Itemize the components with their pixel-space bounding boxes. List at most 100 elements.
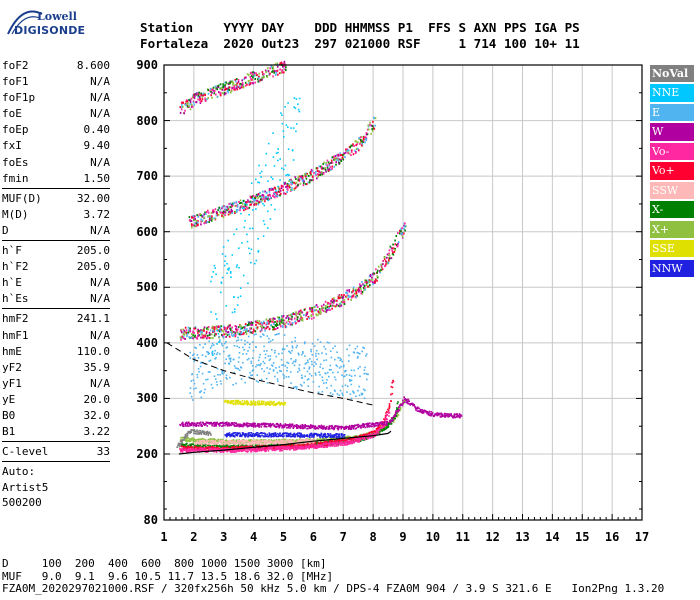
- param-name: yE: [2, 392, 16, 406]
- data-point-W: [249, 424, 252, 427]
- data-point-4F: [284, 68, 286, 71]
- data-point-2F: [328, 307, 330, 310]
- data-point-3F: [231, 212, 233, 214]
- data-point-3F: [237, 203, 239, 206]
- data-point-X+: [203, 438, 205, 441]
- data-point-W: [383, 423, 385, 426]
- data-point-2F: [200, 329, 202, 332]
- data-point-W: [368, 426, 370, 428]
- data-point-2F: [233, 330, 235, 333]
- data-point-3F: [316, 169, 319, 172]
- data-point-3F: [255, 194, 258, 197]
- data-point-X+: [312, 439, 314, 441]
- param-name: foF1p: [2, 91, 36, 105]
- data-point-X+: [344, 436, 347, 438]
- data-point-W: [186, 421, 188, 424]
- data-point-X+: [179, 439, 182, 441]
- data-point-Vo-: [191, 449, 194, 451]
- data-point-2F: [208, 334, 211, 337]
- data-point-Vo+: [287, 445, 289, 447]
- data-point-2F: [194, 327, 196, 330]
- data-point-Vo-: [205, 451, 207, 453]
- data-point-Vo-: [254, 449, 256, 451]
- data-point-Vo-: [241, 450, 244, 452]
- data-point-4F: [267, 70, 270, 73]
- data-point-3F: [300, 177, 302, 180]
- data-point-3F: [333, 165, 336, 168]
- data-point-4F: [227, 89, 230, 92]
- data-point-Vo+: [291, 443, 294, 446]
- data-point-4F: [227, 91, 230, 94]
- data-point-E: [217, 341, 220, 343]
- data-point-W: [353, 425, 356, 427]
- data-point-3F: [365, 132, 368, 135]
- data-point-W: [401, 403, 403, 405]
- data-point-E: [207, 351, 209, 354]
- data-point-Vo-: [213, 448, 215, 451]
- data-point-2F: [385, 262, 387, 265]
- data-point-X-: [251, 444, 253, 447]
- data-point-Vo+: [375, 427, 378, 430]
- data-point-W: [360, 424, 363, 427]
- data-point-3F: [364, 141, 366, 144]
- data-point-Vo+: [376, 428, 378, 431]
- data-point-Vo-: [381, 425, 384, 428]
- data-point-2F: [273, 326, 275, 329]
- data-point-X+: [347, 435, 350, 438]
- data-point-2F: [216, 327, 218, 330]
- data-point-Vo+: [232, 449, 235, 452]
- data-point-2F: [342, 295, 345, 298]
- data-point-Vo+: [326, 441, 328, 443]
- data-point-W: [205, 421, 208, 424]
- data-point-W: [329, 428, 331, 430]
- data-point-X+: [189, 440, 192, 442]
- data-point-3F: [351, 144, 353, 147]
- data-point-2F: [298, 310, 300, 313]
- data-point-Vo-: [235, 447, 237, 449]
- param-value: 241.1: [76, 312, 110, 326]
- data-point-X+: [291, 439, 294, 442]
- data-point-2F: [286, 315, 289, 318]
- data-point-X+: [215, 439, 218, 442]
- data-point-W: [209, 422, 211, 424]
- data-point-X+: [188, 438, 191, 441]
- data-point-Vo-: [353, 441, 356, 444]
- data-point-X+: [354, 435, 357, 437]
- data-point-2F: [193, 327, 195, 330]
- data-point-Vo-: [223, 450, 225, 453]
- data-point-2F: [277, 316, 279, 319]
- data-point-Vo-: [285, 448, 288, 451]
- data-point-X+: [240, 442, 243, 445]
- data-point-X+: [249, 439, 251, 441]
- data-point-Vo-: [377, 429, 380, 431]
- data-point-4F: [249, 76, 252, 79]
- data-point-2F: [201, 336, 204, 339]
- data-point-Vo-: [376, 429, 378, 432]
- data-point-X+: [201, 437, 204, 440]
- data-point-E: [233, 365, 236, 367]
- data-point-2F: [265, 326, 268, 328]
- data-point-E: [219, 339, 221, 341]
- param-name: foF2: [2, 59, 29, 72]
- data-point-3F: [280, 192, 282, 195]
- data-point-X-: [393, 417, 395, 420]
- data-point-2F: [331, 307, 333, 310]
- data-point-Vo-: [315, 447, 317, 449]
- data-point-3F: [308, 181, 311, 184]
- data-point-E: [211, 387, 214, 389]
- data-point-2F: [309, 309, 312, 312]
- data-point-3F: [252, 195, 255, 198]
- data-point-2F: [367, 279, 369, 282]
- data-point-2F: [373, 272, 375, 275]
- data-point-W: [323, 425, 325, 427]
- data-point-2F: [237, 332, 240, 335]
- data-point-Vo-: [301, 445, 304, 448]
- data-point-3F: [201, 215, 204, 218]
- data-point-3F: [280, 187, 283, 190]
- data-point-2F: [257, 322, 260, 325]
- data-point-W: [215, 425, 217, 427]
- data-point-3F: [362, 139, 365, 142]
- data-point-2F: [201, 331, 203, 334]
- data-point-Vo-: [374, 432, 376, 435]
- data-point-3F: [227, 208, 230, 211]
